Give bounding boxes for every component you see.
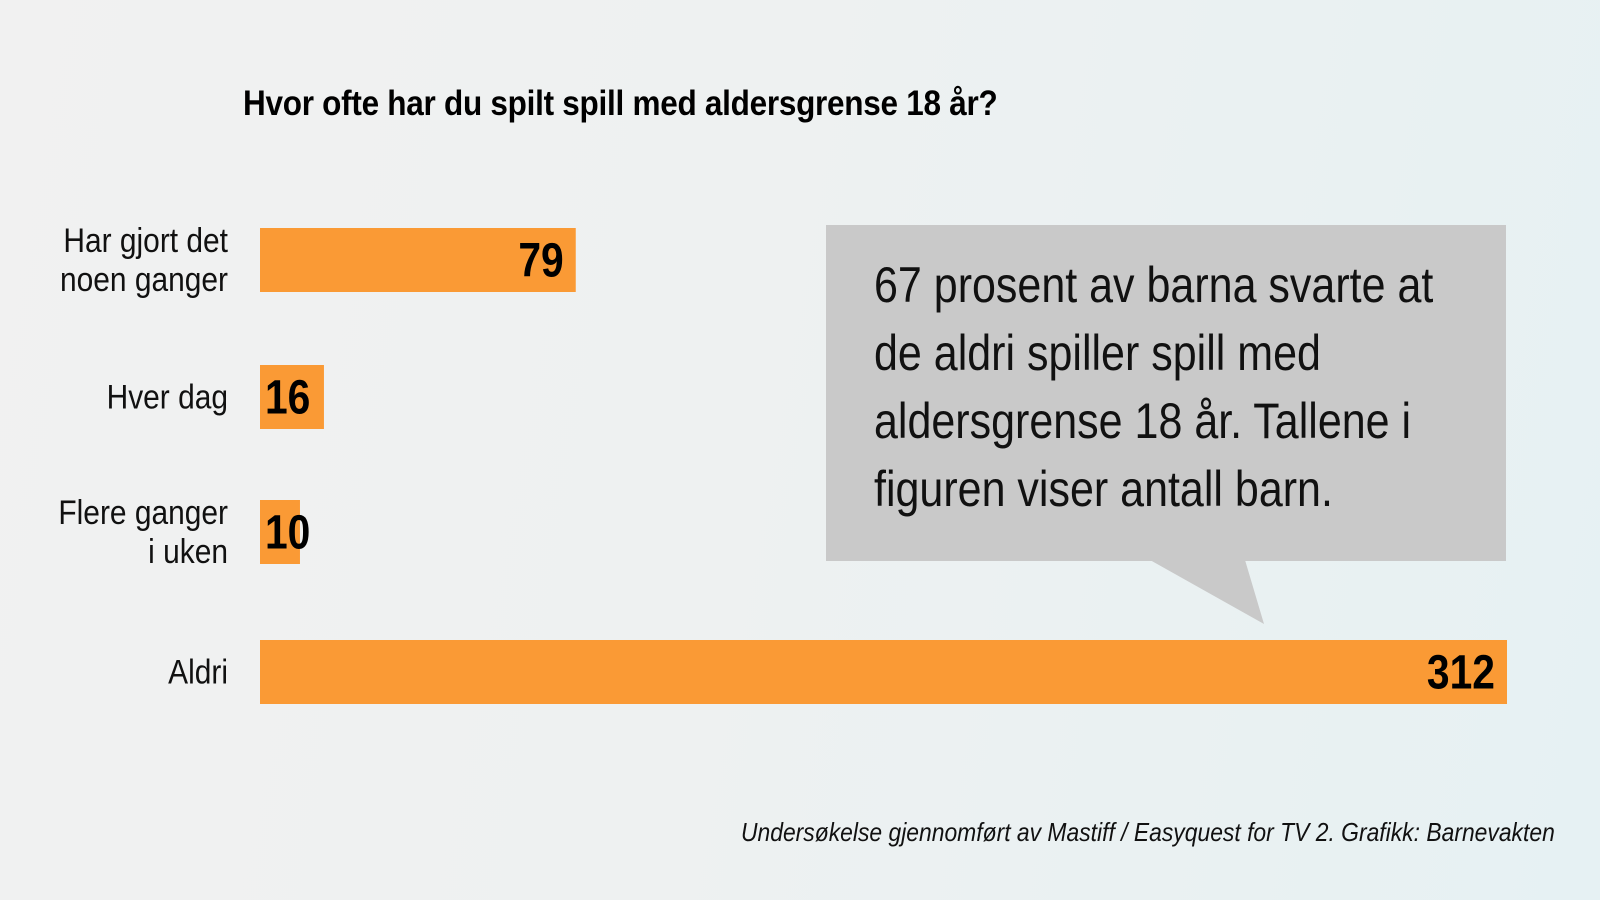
callout-text: 67 prosent av barna svarte at de aldri s… — [874, 257, 1434, 517]
callout-box: 67 prosent av barna svarte at de aldri s… — [826, 225, 1506, 561]
bar-2 — [260, 500, 300, 564]
bar-value-label-2: 10 — [265, 507, 310, 560]
callout-pointer — [1150, 560, 1264, 624]
category-label-0-line-1: noen ganger — [60, 260, 228, 298]
category-label-1-line-0: Hver dag — [107, 378, 228, 416]
category-label-0-line-0: Har gjort det — [63, 221, 228, 259]
source-note: Undersøkelse gjennomført av Mastiff / Ea… — [741, 817, 1555, 847]
chart-title: Hvor ofte har du spilt spill med aldersg… — [243, 84, 998, 123]
category-label-3-line-0: Aldri — [168, 653, 228, 691]
bar-0 — [260, 228, 576, 292]
category-label-2-line-1: i uken — [148, 532, 228, 570]
bar-1 — [260, 365, 324, 429]
bar-value-label-3: 312 — [1427, 647, 1495, 700]
bar-value-label-1: 16 — [265, 372, 310, 425]
bar-3 — [260, 640, 1507, 704]
category-label-2-line-0: Flere ganger — [58, 493, 228, 531]
bar-value-label-0: 79 — [518, 235, 563, 288]
